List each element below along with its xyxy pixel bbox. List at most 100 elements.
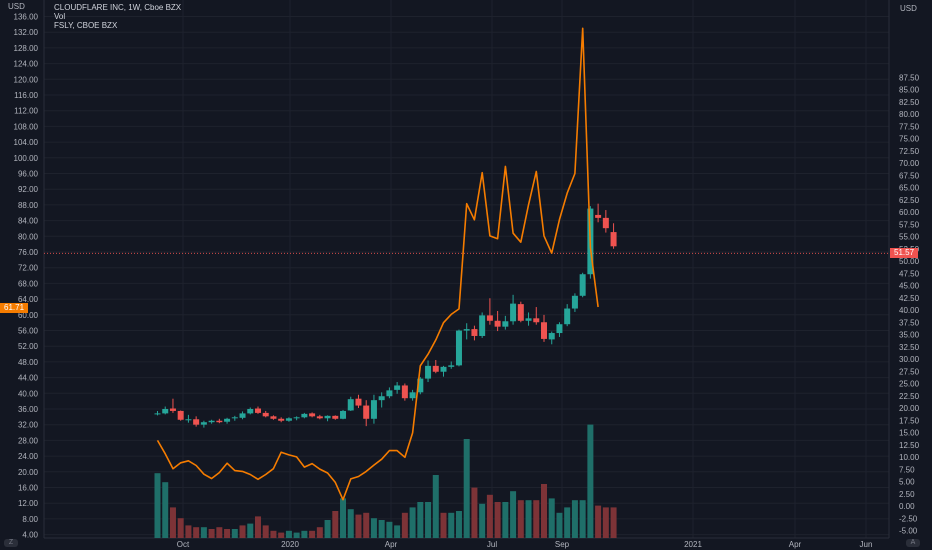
- candle-body: [517, 304, 524, 321]
- candle-body: [556, 324, 563, 334]
- volume-bar: [262, 525, 269, 538]
- volume-bar: [216, 527, 223, 538]
- volume-bar: [479, 503, 486, 538]
- left-axis-tick-label: 12.00: [18, 499, 39, 508]
- volume-bar: [185, 525, 192, 538]
- candle-body: [224, 418, 231, 422]
- auto-scale-button[interactable]: A: [906, 539, 920, 547]
- left-axis-tick-label: 64.00: [18, 295, 39, 304]
- time-axis-label: Apr: [385, 540, 398, 549]
- volume-bar: [471, 487, 478, 538]
- right-axis-tick-label: 35.00: [899, 331, 920, 340]
- volume-bar: [200, 527, 207, 538]
- candle-body: [270, 416, 277, 419]
- right-axis-tick-label: -5.00: [899, 527, 918, 536]
- candle-body: [316, 416, 323, 419]
- right-axis-tick-label: 77.50: [899, 122, 920, 131]
- volume-bar: [556, 512, 563, 538]
- candle-body: [162, 408, 169, 414]
- candle-body: [370, 400, 377, 419]
- left-axis-tick-label: 20.00: [18, 468, 39, 477]
- volume-bar: [440, 512, 447, 538]
- volume-bar: [571, 500, 578, 538]
- right-axis-tick-label: 40.00: [899, 306, 920, 315]
- candle-body: [463, 329, 470, 331]
- left-last-price-tag: 61.71: [0, 303, 29, 314]
- candle-body: [262, 412, 269, 417]
- left-axis-tick-label: 132.00: [14, 28, 39, 37]
- candle-body: [347, 399, 354, 411]
- volume-bar: [247, 523, 254, 538]
- legend-comparison: FSLY, CBOE BZX: [54, 21, 118, 30]
- volume-bar: [285, 530, 292, 538]
- volume-bar: [425, 502, 432, 538]
- candle-body: [494, 320, 501, 327]
- left-axis-tick-label: 72.00: [18, 264, 39, 273]
- candle-body: [595, 214, 602, 218]
- right-axis-tick-label: 65.00: [899, 184, 920, 193]
- right-axis-tick-label: 85.00: [899, 86, 920, 95]
- right-axis-tick-label: 47.50: [899, 269, 920, 278]
- candle-body: [254, 408, 261, 413]
- left-axis-tick-label: 8.00: [22, 515, 38, 524]
- right-axis-tick-label: 75.00: [899, 135, 920, 144]
- candle-body: [285, 418, 292, 421]
- volume-bar: [486, 494, 493, 538]
- volume-bar: [169, 507, 176, 538]
- candle-body: [417, 378, 424, 393]
- volume-bar: [224, 529, 231, 538]
- candle-body: [309, 413, 316, 417]
- candle-body: [332, 415, 339, 419]
- right-axis-tick-label: 5.00: [899, 478, 915, 487]
- candle-body: [432, 365, 439, 372]
- left-axis-tick-label: 88.00: [18, 201, 39, 210]
- candle-body: [425, 365, 432, 379]
- right-axis-tick-label: 10.00: [899, 453, 920, 462]
- right-axis-tick-label: 17.50: [899, 416, 920, 425]
- right-axis-tick-label: 15.00: [899, 429, 920, 438]
- candle-body: [510, 303, 517, 322]
- volume-bar: [494, 502, 501, 538]
- legend-volume: Vol: [54, 12, 66, 21]
- volume-bar: [525, 500, 532, 538]
- candle-body: [324, 415, 331, 419]
- volume-bar: [564, 507, 571, 538]
- candle-body: [154, 413, 161, 415]
- candle-body: [479, 315, 486, 336]
- right-axis-tick-label: 57.50: [899, 220, 920, 229]
- chart-legend: CLOUDFLARE INC, 1W, Cboe BZX Vol FSLY, C…: [54, 3, 181, 30]
- candle-body: [200, 422, 207, 425]
- left-axis-tick-label: 108.00: [14, 122, 39, 131]
- volume-bar: [370, 518, 377, 538]
- volume-bar: [602, 507, 609, 538]
- right-axis-tick-label: 87.50: [899, 73, 920, 82]
- volume-bar: [510, 491, 517, 538]
- candle-body: [525, 318, 532, 321]
- candle-body: [301, 413, 308, 418]
- left-axis-tick-label: 24.00: [18, 452, 39, 461]
- volume-bar: [610, 507, 617, 538]
- left-scale-button[interactable]: Z: [4, 539, 18, 547]
- time-axis-label: Oct: [177, 540, 190, 549]
- volume-bar: [432, 475, 439, 538]
- volume-bar: [340, 498, 347, 538]
- left-axis-tick-label: 96.00: [18, 170, 39, 179]
- candle-body: [231, 417, 238, 419]
- left-axis-tick-label: 92.00: [18, 185, 39, 194]
- right-axis-tick-label: 82.50: [899, 98, 920, 107]
- time-axis-label: Jun: [860, 540, 873, 549]
- volume-bar: [378, 520, 385, 538]
- left-axis-tick-label: 100.00: [14, 154, 39, 163]
- volume-bar: [208, 529, 215, 538]
- volume-bar: [409, 507, 416, 538]
- volume-bar: [363, 512, 370, 538]
- time-axis-label: Apr: [789, 540, 802, 549]
- candle-body: [193, 419, 200, 425]
- right-axis-tick-label: 2.50: [899, 490, 915, 499]
- right-axis-tick-label: 37.50: [899, 318, 920, 327]
- right-axis-tick-label: 55.00: [899, 233, 920, 242]
- right-axis-tick-label: 62.50: [899, 196, 920, 205]
- left-axis-tick-label: 40.00: [18, 389, 39, 398]
- left-axis-tick-label: 112.00: [14, 107, 38, 116]
